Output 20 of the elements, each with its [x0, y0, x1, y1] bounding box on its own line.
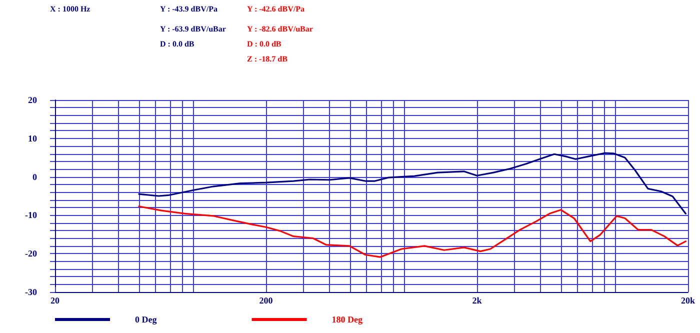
x-tick-label: 20	[50, 296, 60, 306]
x-tick-label: 2k	[472, 296, 482, 306]
y-tick-label: -30	[25, 287, 38, 297]
y-tick-label: -10	[25, 210, 38, 220]
y-tick-label: 20	[28, 95, 38, 105]
y-tick-label: 0	[32, 172, 38, 182]
x-tick-label: 200	[259, 296, 274, 306]
text: Y : -82.6 dBV/uBar	[247, 24, 314, 34]
text: X : 1000 Hz	[50, 4, 91, 14]
text: D : 0.0 dB	[247, 40, 282, 48]
text: 0 Deg	[135, 314, 158, 324]
text: D : 0.0 dB	[160, 40, 195, 48]
text: Y : -63.9 dBV/uBar	[160, 24, 226, 34]
x-tick-label: 20k	[680, 296, 696, 306]
text: Y : -42.6 dBV/Pa	[247, 4, 304, 14]
y-tick-label: -20	[25, 248, 38, 259]
y-tick-label: 10	[28, 133, 38, 144]
text: Z : -18.7 dB	[247, 54, 288, 64]
text: Y : -43.9 dBV/Pa	[160, 4, 218, 14]
text: 180 Deg	[332, 314, 363, 324]
